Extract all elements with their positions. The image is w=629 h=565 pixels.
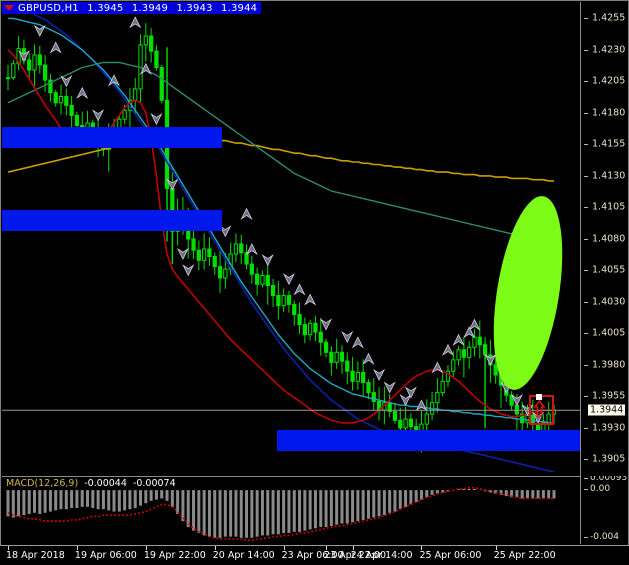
symbol-header[interactable]: GBPUSD,H1 1.3945 1.3949 1.3943 1.3944 (2, 2, 262, 14)
price-tick-label: 1.3980 (592, 359, 626, 371)
time-tick-label: 19 Apr 06:00 (74, 550, 137, 561)
time-tick-label: 23 Apr 22:00 (324, 550, 386, 561)
macd-tick-mark (584, 489, 588, 491)
price-tick-label: 1.3955 (592, 390, 626, 402)
price-tick-label: 1.4080 (592, 233, 626, 245)
price-chart-canvas (2, 2, 580, 472)
macd-main-value: -0.00044 (84, 478, 127, 489)
sell-marker-dot (536, 394, 542, 400)
quote-close: 1.3944 (221, 2, 258, 14)
time-tick-label: 20 Apr 14:00 (212, 550, 275, 561)
price-tick-mark (584, 270, 588, 272)
price-chart-pane[interactable] (2, 2, 580, 472)
price-tick-mark (584, 301, 588, 303)
price-tick-label: 1.4055 (592, 264, 626, 276)
price-tick-mark (584, 112, 588, 114)
price-tick-label: 1.4255 (592, 12, 626, 24)
time-scale[interactable]: 18 Apr 2018 19 Apr 06:00 19 Apr 22:00 20 Ap… (0, 545, 629, 565)
price-tick-label: 1.4180 (592, 107, 626, 119)
price-tick-label: 1.3930 (592, 422, 626, 434)
price-tick-mark (584, 333, 588, 335)
macd-name: MACD(12,26,9) (6, 478, 79, 489)
quote-low: 1.3943 (176, 2, 213, 14)
axis-separator (580, 2, 581, 544)
price-tick-mark (584, 49, 588, 51)
price-tick-label: 1.4005 (592, 327, 626, 339)
arrow-up-icon (533, 399, 546, 417)
price-tick-mark (584, 207, 588, 209)
time-tick-label: 23 Apr 06:00 (281, 550, 344, 561)
price-tick-mark (584, 81, 588, 83)
time-tick-mark (214, 546, 216, 550)
price-scale[interactable]: 1.4255 1.4230 1.4205 1.4180 1.4155 1.4130 1.41… (582, 2, 628, 472)
macd-canvas (6, 486, 556, 541)
time-tick-mark (76, 546, 78, 550)
price-tick-label: 1.4105 (592, 201, 626, 213)
time-tick-mark (495, 546, 497, 550)
macd-tick-mark (584, 478, 588, 480)
symbol-quote-text: GBPUSD,H1 1.3945 1.3949 1.3943 1.3944 (18, 3, 257, 14)
price-tick-label: 1.4030 (592, 296, 626, 308)
time-tick-mark (283, 546, 285, 550)
macd-tick-label: 0.00 (590, 484, 611, 495)
price-tick-mark (584, 459, 588, 461)
time-tick-label: 25 Apr 22:00 (493, 550, 556, 561)
macd-tick-mark (584, 536, 588, 538)
demand-zone-lower[interactable] (277, 430, 580, 451)
price-tick-mark (584, 396, 588, 398)
price-tick-mark (584, 238, 588, 240)
price-tick-label: 1.4130 (592, 170, 626, 182)
sell-order-marker[interactable] (529, 394, 554, 425)
price-tick-mark (584, 144, 588, 146)
quote-high: 1.3949 (131, 2, 169, 14)
time-tick-label: 18 Apr 2018 (6, 550, 65, 561)
price-tick-mark (584, 364, 588, 366)
price-tick-label: 1.3905 (592, 453, 626, 465)
price-tick-mark (584, 18, 588, 20)
price-tick-label: 1.4230 (592, 44, 626, 56)
supply-zone-upper[interactable] (2, 126, 222, 149)
price-tick-label: 1.4155 (592, 138, 626, 150)
time-tick-mark (421, 546, 423, 550)
macd-signal-value: -0.00074 (132, 478, 176, 489)
time-tick-label: 24 Apr 14:00 (350, 550, 413, 561)
price-tick-mark (584, 175, 588, 177)
time-tick-mark (352, 546, 354, 550)
price-tick-label: 1.4205 (592, 75, 626, 87)
time-tick-label: 19 Apr 22:00 (143, 550, 206, 561)
time-tick-label: 25 Apr 06:00 (419, 550, 482, 561)
triangle-down-icon (4, 5, 14, 11)
quote-open: 1.3945 (87, 2, 124, 14)
time-tick-mark (8, 546, 9, 550)
macd-scale: 0.00093 0.00 -0.004 (582, 476, 628, 544)
time-tick-mark (145, 546, 147, 550)
symbol-label: GBPUSD,H1 (18, 2, 79, 14)
time-tick-mark (326, 546, 328, 550)
price-tick-mark (584, 427, 588, 429)
macd-tick-label: -0.004 (590, 531, 620, 542)
supply-zone-middle[interactable] (2, 209, 222, 232)
current-price-label: 1.3944 (588, 404, 626, 416)
macd-indicator-pane[interactable]: MACD(12,26,9) -0.00044 -0.00074 (2, 476, 580, 545)
macd-tick-label: 0.00093 (590, 476, 628, 484)
macd-legend: MACD(12,26,9) -0.00044 -0.00074 (6, 478, 176, 489)
